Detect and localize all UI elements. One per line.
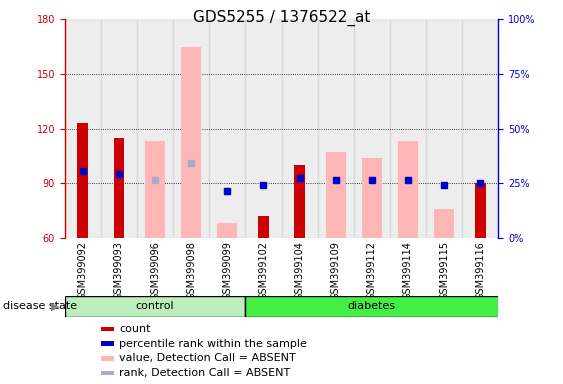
Bar <box>245 296 516 317</box>
Bar <box>181 46 201 238</box>
Text: GDS5255 / 1376522_at: GDS5255 / 1376522_at <box>193 10 370 26</box>
Bar <box>65 19 101 238</box>
Bar <box>114 138 124 238</box>
Text: diabetes: diabetes <box>348 301 396 311</box>
Bar <box>318 19 354 238</box>
Bar <box>398 141 418 238</box>
Bar <box>173 19 209 238</box>
Bar <box>282 19 318 238</box>
Text: value, Detection Call = ABSENT: value, Detection Call = ABSENT <box>119 353 296 363</box>
Bar <box>258 216 269 238</box>
Bar <box>434 209 454 238</box>
Bar <box>209 19 245 238</box>
Text: disease state: disease state <box>3 301 77 311</box>
Bar <box>137 19 173 238</box>
Bar <box>475 184 486 238</box>
Bar <box>65 296 245 317</box>
Bar <box>245 19 282 238</box>
Text: rank, Detection Call = ABSENT: rank, Detection Call = ABSENT <box>119 368 291 378</box>
Text: percentile rank within the sample: percentile rank within the sample <box>119 339 307 349</box>
Bar <box>426 19 462 238</box>
Text: count: count <box>119 324 151 334</box>
Bar <box>326 152 346 238</box>
Bar <box>217 223 237 238</box>
Bar <box>101 19 137 238</box>
Bar <box>145 141 165 238</box>
Bar <box>354 19 390 238</box>
Bar <box>462 19 498 238</box>
Bar <box>362 158 382 238</box>
Text: ▶: ▶ <box>51 301 59 311</box>
Bar <box>390 19 426 238</box>
Bar <box>294 165 305 238</box>
Bar <box>77 123 88 238</box>
Text: control: control <box>136 301 175 311</box>
